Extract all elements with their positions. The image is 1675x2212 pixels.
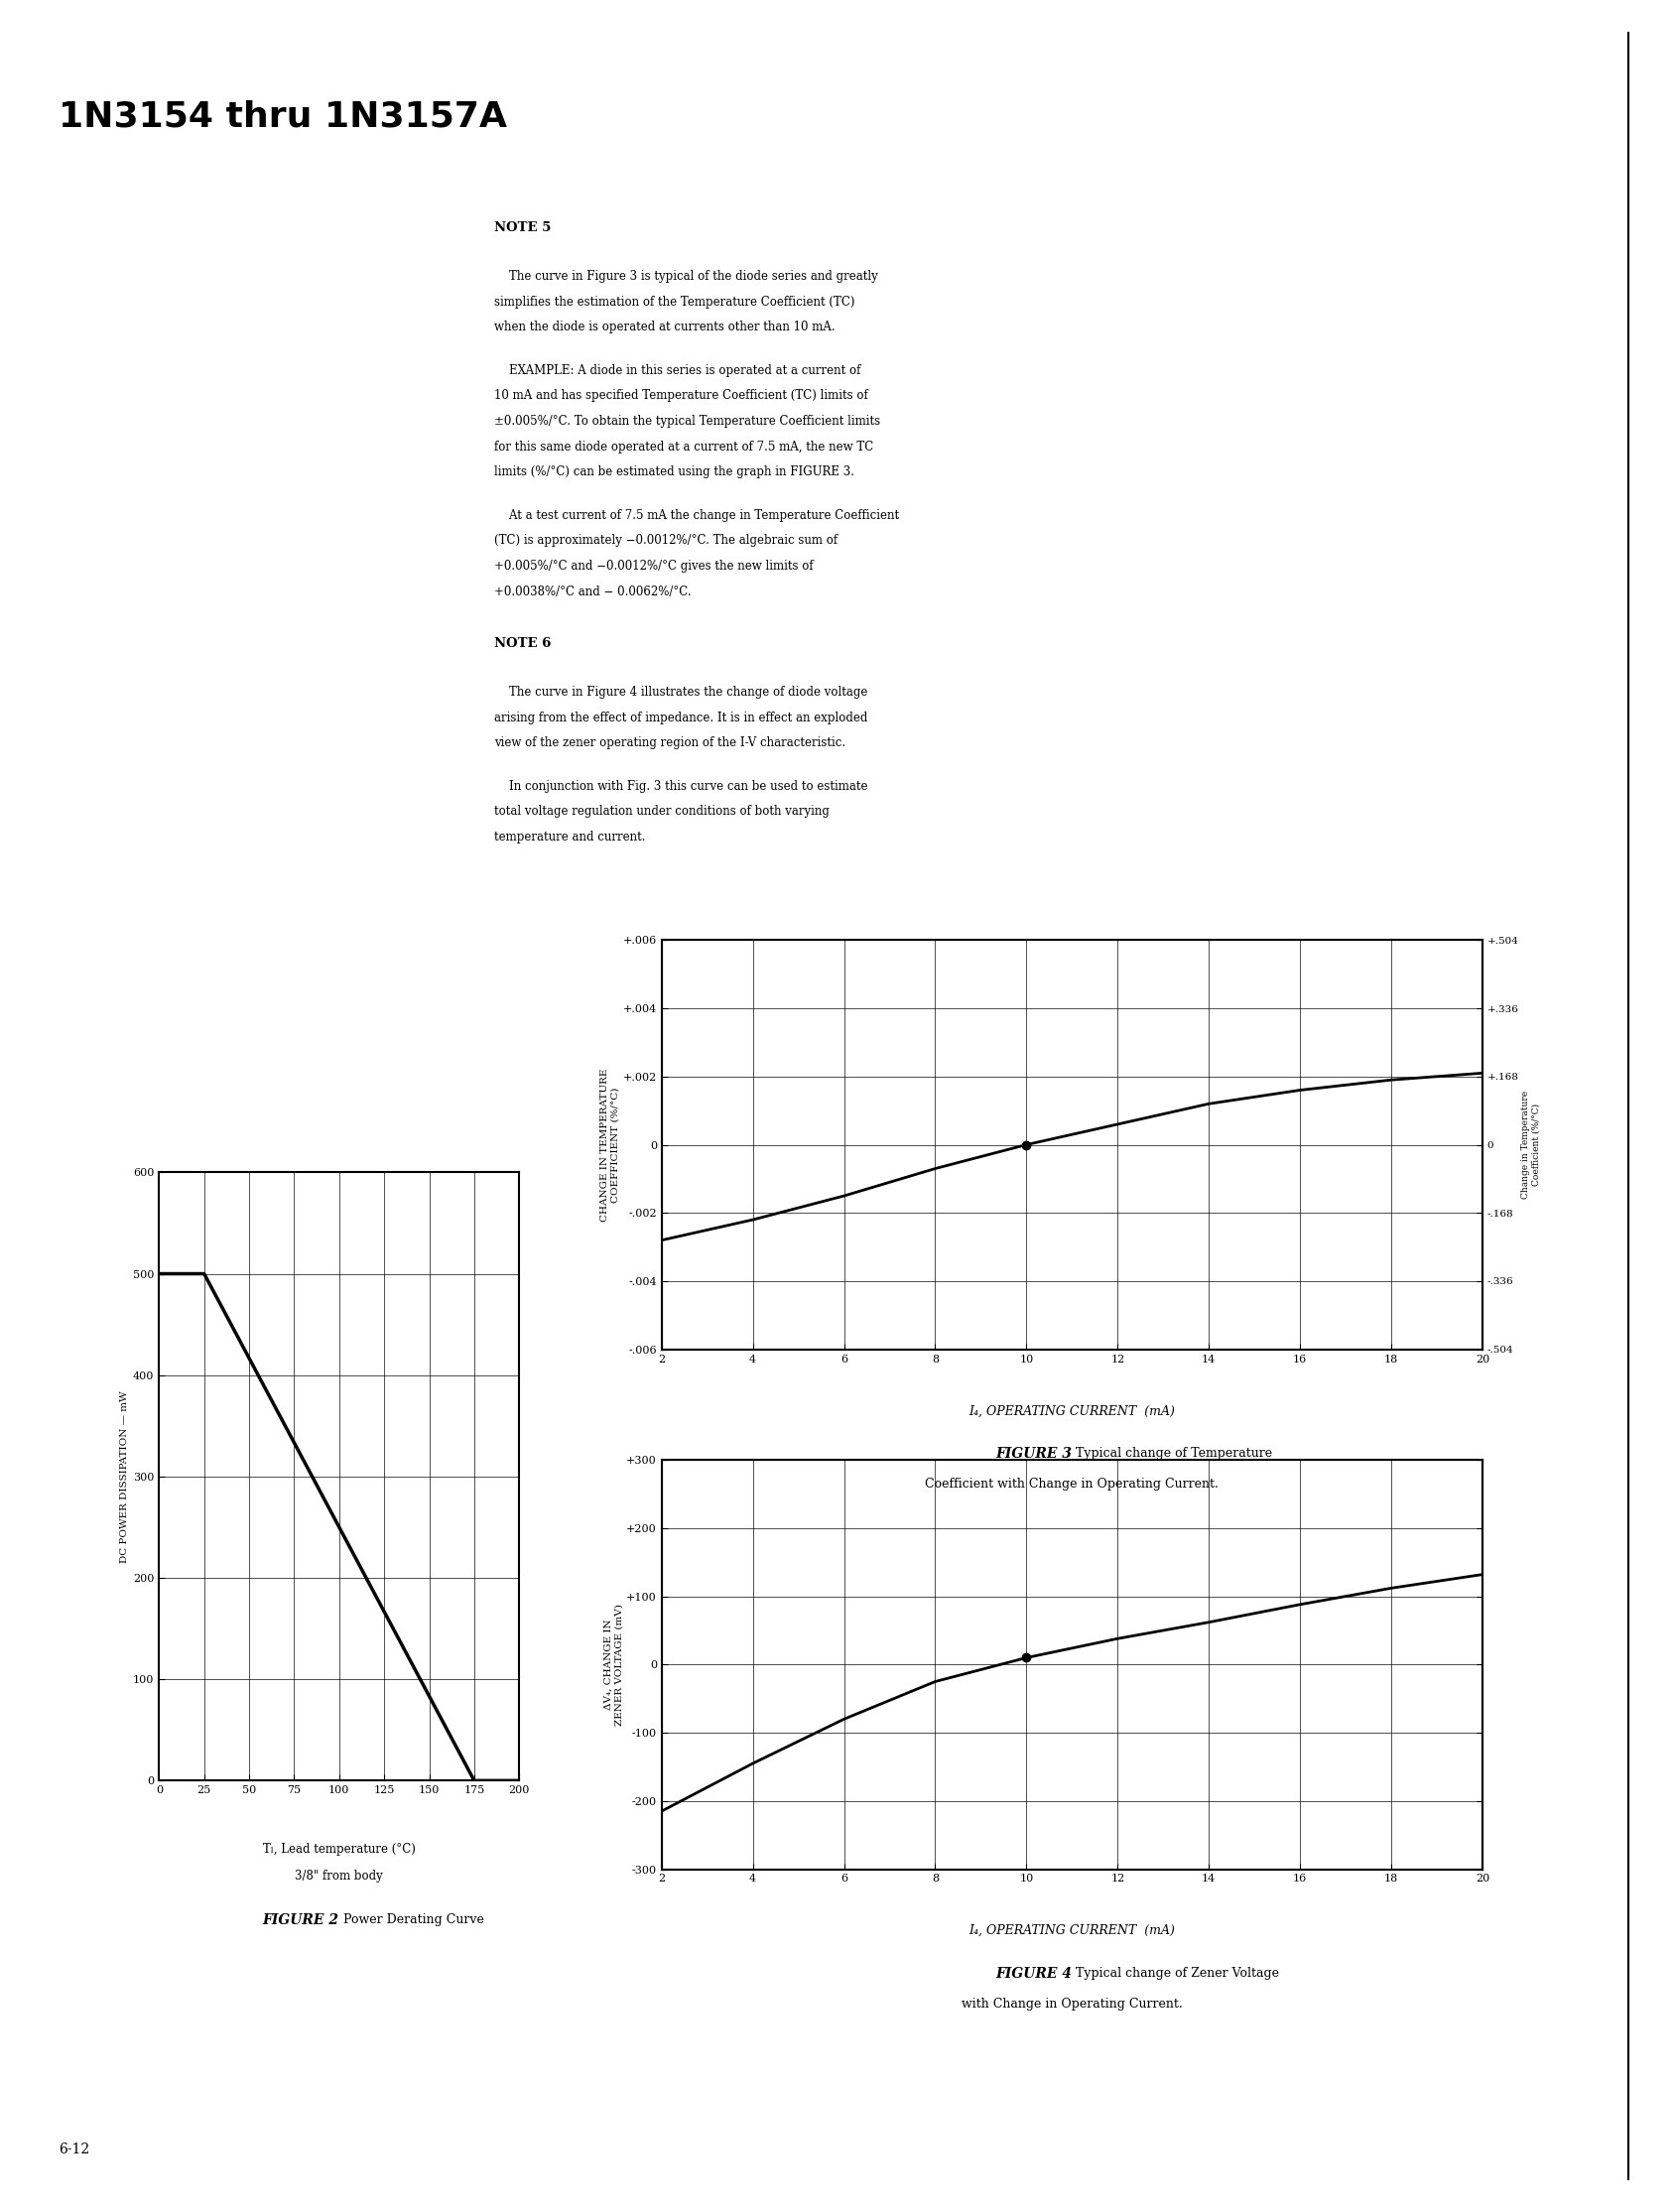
Text: I₄, OPERATING CURRENT  (mA): I₄, OPERATING CURRENT (mA) bbox=[968, 1924, 1176, 1938]
Text: arising from the effect of impedance. It is in effect an exploded: arising from the effect of impedance. It… bbox=[494, 710, 868, 723]
Text: for this same diode operated at a current of 7.5 mA, the new TC: for this same diode operated at a curren… bbox=[494, 440, 873, 453]
Y-axis label: Change in Temperature
Coefficient (%/°C): Change in Temperature Coefficient (%/°C) bbox=[1521, 1091, 1541, 1199]
Y-axis label: CHANGE IN TEMPERATURE
COEFFICIENT (%/°C): CHANGE IN TEMPERATURE COEFFICIENT (%/°C) bbox=[601, 1068, 620, 1221]
Text: I₄, OPERATING CURRENT  (mA): I₄, OPERATING CURRENT (mA) bbox=[968, 1405, 1176, 1418]
Text: 6-12: 6-12 bbox=[59, 2143, 89, 2157]
Text: Power Derating Curve: Power Derating Curve bbox=[340, 1913, 484, 1927]
Text: The curve in Figure 4 illustrates the change of diode voltage: The curve in Figure 4 illustrates the ch… bbox=[494, 686, 868, 699]
Text: +0.005%/°C and −0.0012%/°C gives the new limits of: +0.005%/°C and −0.0012%/°C gives the new… bbox=[494, 560, 814, 573]
Y-axis label: ΔV₄, CHANGE IN
ZENER VOLTAGE (mV): ΔV₄, CHANGE IN ZENER VOLTAGE (mV) bbox=[605, 1604, 623, 1725]
Text: NOTE 5: NOTE 5 bbox=[494, 221, 551, 234]
Y-axis label: DC POWER DISSIPATION — mW: DC POWER DISSIPATION — mW bbox=[121, 1391, 129, 1562]
Text: ±0.005%/°C. To obtain the typical Temperature Coefficient limits: ±0.005%/°C. To obtain the typical Temper… bbox=[494, 414, 881, 427]
Text: (TC) is approximately −0.0012%/°C. The algebraic sum of: (TC) is approximately −0.0012%/°C. The a… bbox=[494, 533, 838, 546]
Text: when the diode is operated at currents other than 10 mA.: when the diode is operated at currents o… bbox=[494, 321, 836, 334]
Text: limits (%/°C) can be estimated using the graph in FIGURE 3.: limits (%/°C) can be estimated using the… bbox=[494, 465, 854, 478]
Text: 10 mA and has specified Temperature Coefficient (TC) limits of: 10 mA and has specified Temperature Coef… bbox=[494, 389, 868, 403]
Text: In conjunction with Fig. 3 this curve can be used to estimate: In conjunction with Fig. 3 this curve ca… bbox=[494, 779, 868, 792]
Text: The curve in Figure 3 is typical of the diode series and greatly: The curve in Figure 3 is typical of the … bbox=[494, 270, 878, 283]
Text: At a test current of 7.5 mA the change in Temperature Coefficient: At a test current of 7.5 mA the change i… bbox=[494, 509, 899, 522]
Text: temperature and current.: temperature and current. bbox=[494, 830, 645, 843]
Text: with Change in Operating Current.: with Change in Operating Current. bbox=[961, 1997, 1183, 2011]
Text: FIGURE 4: FIGURE 4 bbox=[995, 1966, 1072, 1980]
Text: view of the zener operating region of the I-V characteristic.: view of the zener operating region of th… bbox=[494, 737, 846, 750]
Text: 3/8" from body: 3/8" from body bbox=[295, 1869, 384, 1882]
Text: total voltage regulation under conditions of both varying: total voltage regulation under condition… bbox=[494, 805, 829, 818]
Text: +0.0038%/°C and − 0.0062%/°C.: +0.0038%/°C and − 0.0062%/°C. bbox=[494, 584, 692, 597]
Text: Tₗ, Lead temperature (°C): Tₗ, Lead temperature (°C) bbox=[263, 1843, 415, 1856]
Text: 1N3154 thru 1N3157A: 1N3154 thru 1N3157A bbox=[59, 100, 508, 133]
Text: NOTE 6: NOTE 6 bbox=[494, 637, 551, 650]
Text: simplifies the estimation of the Temperature Coefficient (TC): simplifies the estimation of the Tempera… bbox=[494, 294, 854, 307]
Text: Typical change of Temperature: Typical change of Temperature bbox=[1072, 1447, 1273, 1460]
Text: Typical change of Zener Voltage: Typical change of Zener Voltage bbox=[1072, 1966, 1280, 1980]
Text: EXAMPLE: A diode in this series is operated at a current of: EXAMPLE: A diode in this series is opera… bbox=[494, 363, 861, 376]
Text: FIGURE 2: FIGURE 2 bbox=[263, 1913, 340, 1927]
Text: FIGURE 3: FIGURE 3 bbox=[995, 1447, 1072, 1460]
Text: Coefficient with Change in Operating Current.: Coefficient with Change in Operating Cur… bbox=[925, 1478, 1219, 1491]
